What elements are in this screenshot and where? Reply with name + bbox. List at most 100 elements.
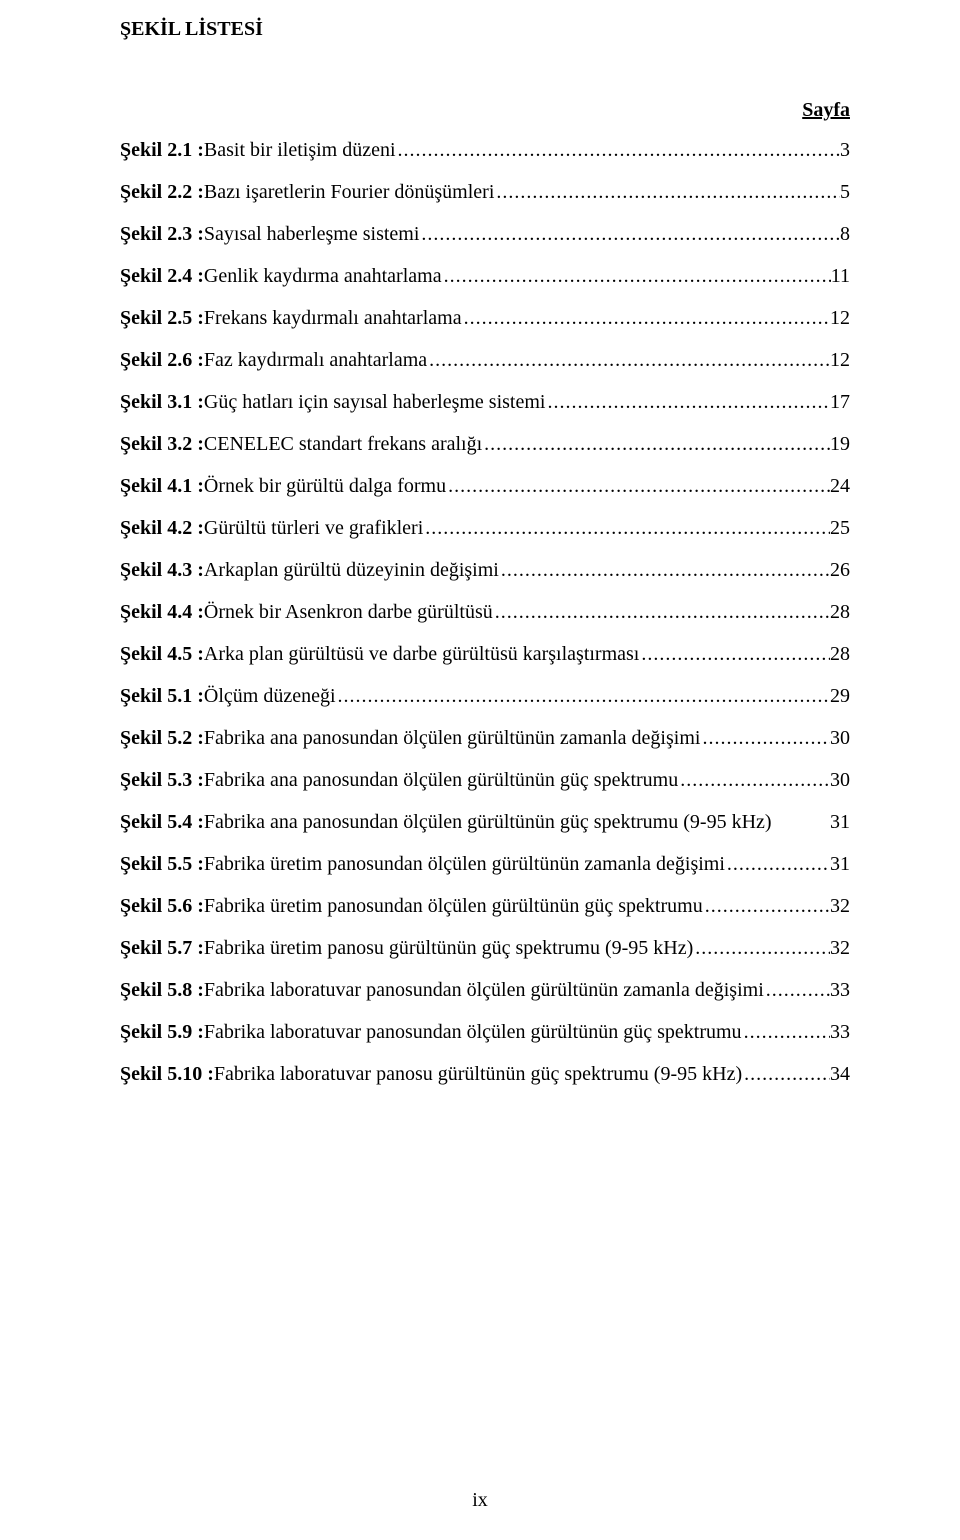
entry-page: 28 xyxy=(830,644,850,664)
leader-dots xyxy=(693,938,830,958)
toc-entry: Şekil 2.3 : Sayısal haberleşme sistemi 8 xyxy=(120,224,850,244)
entry-page: 3 xyxy=(840,140,850,160)
toc-entry: Şekil 4.3 : Arkaplan gürültü düzeyinin d… xyxy=(120,560,850,580)
toc-entry: Şekil 5.8 : Fabrika laboratuvar panosund… xyxy=(120,980,850,1000)
page-column-label: Sayfa xyxy=(120,99,850,122)
entry-label: Şekil 5.4 : xyxy=(120,812,204,832)
entry-page: 8 xyxy=(840,224,850,244)
entry-page: 12 xyxy=(830,350,850,370)
entry-page: 26 xyxy=(830,560,850,580)
toc-entry: Şekil 4.5 : Arka plan gürültüsü ve darbe… xyxy=(120,644,850,664)
entry-title: Örnek bir Asenkron darbe gürültüsü xyxy=(204,602,493,622)
entry-page: 34 xyxy=(830,1064,850,1084)
entry-page: 11 xyxy=(831,266,850,286)
leader-dots xyxy=(742,1064,830,1084)
entry-page: 19 xyxy=(830,434,850,454)
entry-label: Şekil 5.10 : xyxy=(120,1064,214,1084)
entry-label: Şekil 2.2 : xyxy=(120,182,204,202)
leader-dots xyxy=(725,854,830,874)
entry-page: 29 xyxy=(830,686,850,706)
entry-page: 32 xyxy=(830,938,850,958)
leader-dots xyxy=(462,308,830,328)
toc-entry: Şekil 2.6 : Faz kaydırmalı anahtarlama 12 xyxy=(120,350,850,370)
leader-dots xyxy=(545,392,830,412)
entry-label: Şekil 2.1 : xyxy=(120,140,204,160)
entry-label: Şekil 4.2 : xyxy=(120,518,204,538)
toc-entry: Şekil 5.5 : Fabrika üretim panosundan öl… xyxy=(120,854,850,874)
entry-page: 33 xyxy=(830,980,850,1000)
entry-label: Şekil 3.2 : xyxy=(120,434,204,454)
leader-dots xyxy=(427,350,830,370)
entry-title: Arka plan gürültüsü ve darbe gürültüsü k… xyxy=(204,644,639,664)
toc-entry: Şekil 3.1 : Güç hatları için sayısal hab… xyxy=(120,392,850,412)
leader-dots xyxy=(423,518,830,538)
leader-dots xyxy=(703,896,830,916)
leader-dots xyxy=(442,266,831,286)
entry-label: Şekil 3.1 : xyxy=(120,392,204,412)
entry-title: Güç hatları için sayısal haberleşme sist… xyxy=(204,392,546,412)
entry-page: 32 xyxy=(830,896,850,916)
entry-label: Şekil 4.3 : xyxy=(120,560,204,580)
leader-dots xyxy=(764,980,830,1000)
leader-dots xyxy=(499,560,830,580)
toc-entry: Şekil 2.5 : Frekans kaydırmalı anahtarla… xyxy=(120,308,850,328)
toc-entry: Şekil 4.4 : Örnek bir Asenkron darbe gür… xyxy=(120,602,850,622)
toc-entry: Şekil 5.1 : Ölçüm düzeneği 29 xyxy=(120,686,850,706)
leader-dots xyxy=(639,644,830,664)
leader-dots xyxy=(419,224,840,244)
entry-label: Şekil 2.6 : xyxy=(120,350,204,370)
entry-title: Örnek bir gürültü dalga formu xyxy=(204,476,446,496)
leader-dots xyxy=(494,182,840,202)
entry-title: Frekans kaydırmalı anahtarlama xyxy=(204,308,462,328)
entry-title: Fabrika laboratuvar panosu gürültünün gü… xyxy=(214,1064,742,1084)
toc-entry: Şekil 5.4 : Fabrika ana panosundan ölçül… xyxy=(120,812,850,832)
table-of-figures: Şekil 2.1 : Basit bir iletişim düzeni3Şe… xyxy=(120,140,850,1084)
entry-title: Ölçüm düzeneği xyxy=(204,686,336,706)
entry-page: 28 xyxy=(830,602,850,622)
entry-title: Gürültü türleri ve grafikleri xyxy=(204,518,423,538)
entry-label: Şekil 4.1 : xyxy=(120,476,204,496)
entry-label: Şekil 5.3 : xyxy=(120,770,204,790)
leader-dots xyxy=(446,476,830,496)
toc-entry: Şekil 5.9 : Fabrika laboratuvar panosund… xyxy=(120,1022,850,1042)
entry-page: 30 xyxy=(830,728,850,748)
leader-dots xyxy=(482,434,830,454)
entry-page: 33 xyxy=(830,1022,850,1042)
toc-entry: Şekil 4.1 : Örnek bir gürültü dalga form… xyxy=(120,476,850,496)
entry-label: Şekil 4.5 : xyxy=(120,644,204,664)
leader-dots xyxy=(700,728,830,748)
entry-label: Şekil 5.2 : xyxy=(120,728,204,748)
toc-entry: Şekil 2.4 : Genlik kaydırma anahtarlama1… xyxy=(120,266,850,286)
entry-label: Şekil 2.3 : xyxy=(120,224,204,244)
entry-label: Şekil 5.1 : xyxy=(120,686,204,706)
entry-title: Sayısal haberleşme sistemi xyxy=(204,224,420,244)
page-number-footer: ix xyxy=(0,1489,960,1512)
entry-label: Şekil 5.7 : xyxy=(120,938,204,958)
leader-dots xyxy=(396,140,840,160)
leader-dots xyxy=(493,602,830,622)
entry-title: Fabrika üretim panosu gürültünün güç spe… xyxy=(204,938,693,958)
entry-label: Şekil 5.9 : xyxy=(120,1022,204,1042)
entry-page: 17 xyxy=(830,392,850,412)
list-heading: ŞEKİL LİSTESİ xyxy=(120,18,850,41)
entry-title: Fabrika ana panosundan ölçülen gürültünü… xyxy=(204,728,701,748)
entry-title: Fabrika ana panosundan ölçülen gürültünü… xyxy=(204,812,772,832)
toc-entry: Şekil 5.3 : Fabrika ana panosundan ölçül… xyxy=(120,770,850,790)
entry-title: Fabrika ana panosundan ölçülen gürültünü… xyxy=(204,770,678,790)
toc-entry: Şekil 4.2 : Gürültü türleri ve grafikler… xyxy=(120,518,850,538)
entry-title: Fabrika laboratuvar panosundan ölçülen g… xyxy=(204,980,764,1000)
leader-dots xyxy=(742,1022,830,1042)
entry-title: Bazı işaretlerin Fourier dönüşümleri xyxy=(204,182,494,202)
entry-page: 31 xyxy=(830,854,850,874)
toc-entry: Şekil 5.2 : Fabrika ana panosundan ölçül… xyxy=(120,728,850,748)
entry-label: Şekil 5.8 : xyxy=(120,980,204,1000)
entry-page: 31 xyxy=(830,812,850,832)
entry-title: Faz kaydırmalı anahtarlama xyxy=(204,350,427,370)
entry-label: Şekil 5.5 : xyxy=(120,854,204,874)
entry-label: Şekil 4.4 : xyxy=(120,602,204,622)
entry-page: 24 xyxy=(830,476,850,496)
entry-title: Arkaplan gürültü düzeyinin değişimi xyxy=(204,560,499,580)
toc-entry: Şekil 5.6 : Fabrika üretim panosundan öl… xyxy=(120,896,850,916)
entry-title: Fabrika üretim panosundan ölçülen gürült… xyxy=(204,854,725,874)
entry-title: CENELEC standart frekans aralığı xyxy=(204,434,482,454)
